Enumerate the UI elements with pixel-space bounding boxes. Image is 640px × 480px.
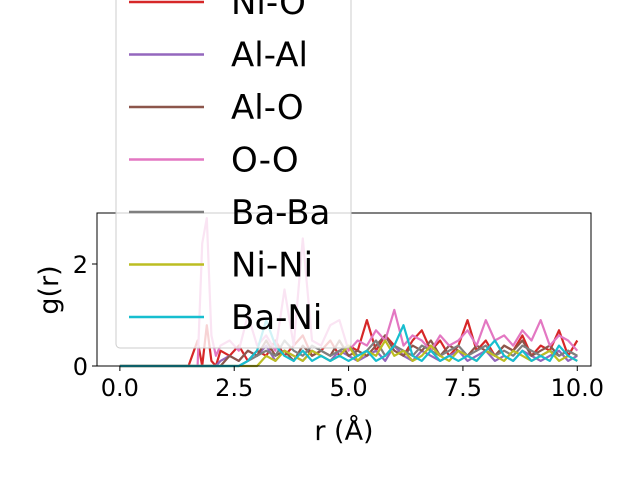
legend-label-o-o: O-O: [231, 141, 299, 181]
y-axis-label: g(r): [34, 265, 65, 314]
x-axis-label: r (Å): [314, 415, 373, 447]
legend-box: [115, 0, 352, 349]
legend: Ni-O Al-Al Al-O O-O Ba-Ba Ni-Ni Ba-Ni: [115, 0, 352, 349]
y-ticks: 02: [73, 251, 97, 381]
legend-label-ba-ni: Ba-Ni: [231, 298, 322, 338]
legend-label-ni-ni: Ni-Ni: [231, 246, 313, 286]
x-tick-label: 5.0: [329, 374, 367, 402]
x-tick-label: 2.5: [215, 374, 253, 402]
legend-label-al-o: Al-O: [231, 88, 304, 128]
x-tick-label: 7.5: [444, 374, 482, 402]
x-tick-label: 10.0: [551, 374, 604, 402]
y-tick-label: 2: [73, 251, 88, 279]
y-tick-label: 0: [73, 353, 88, 381]
series-line-o-o: [119, 217, 579, 368]
x-ticks: 0.0 2.5 5.0 7.5 10.0: [101, 366, 604, 402]
legend-label-ni-o: Ni-O: [231, 0, 306, 23]
legend-label-ba-ba: Ba-Ba: [231, 193, 330, 233]
legend-label-al-al: Al-Al: [231, 36, 308, 76]
x-tick-label: 0.0: [101, 374, 139, 402]
